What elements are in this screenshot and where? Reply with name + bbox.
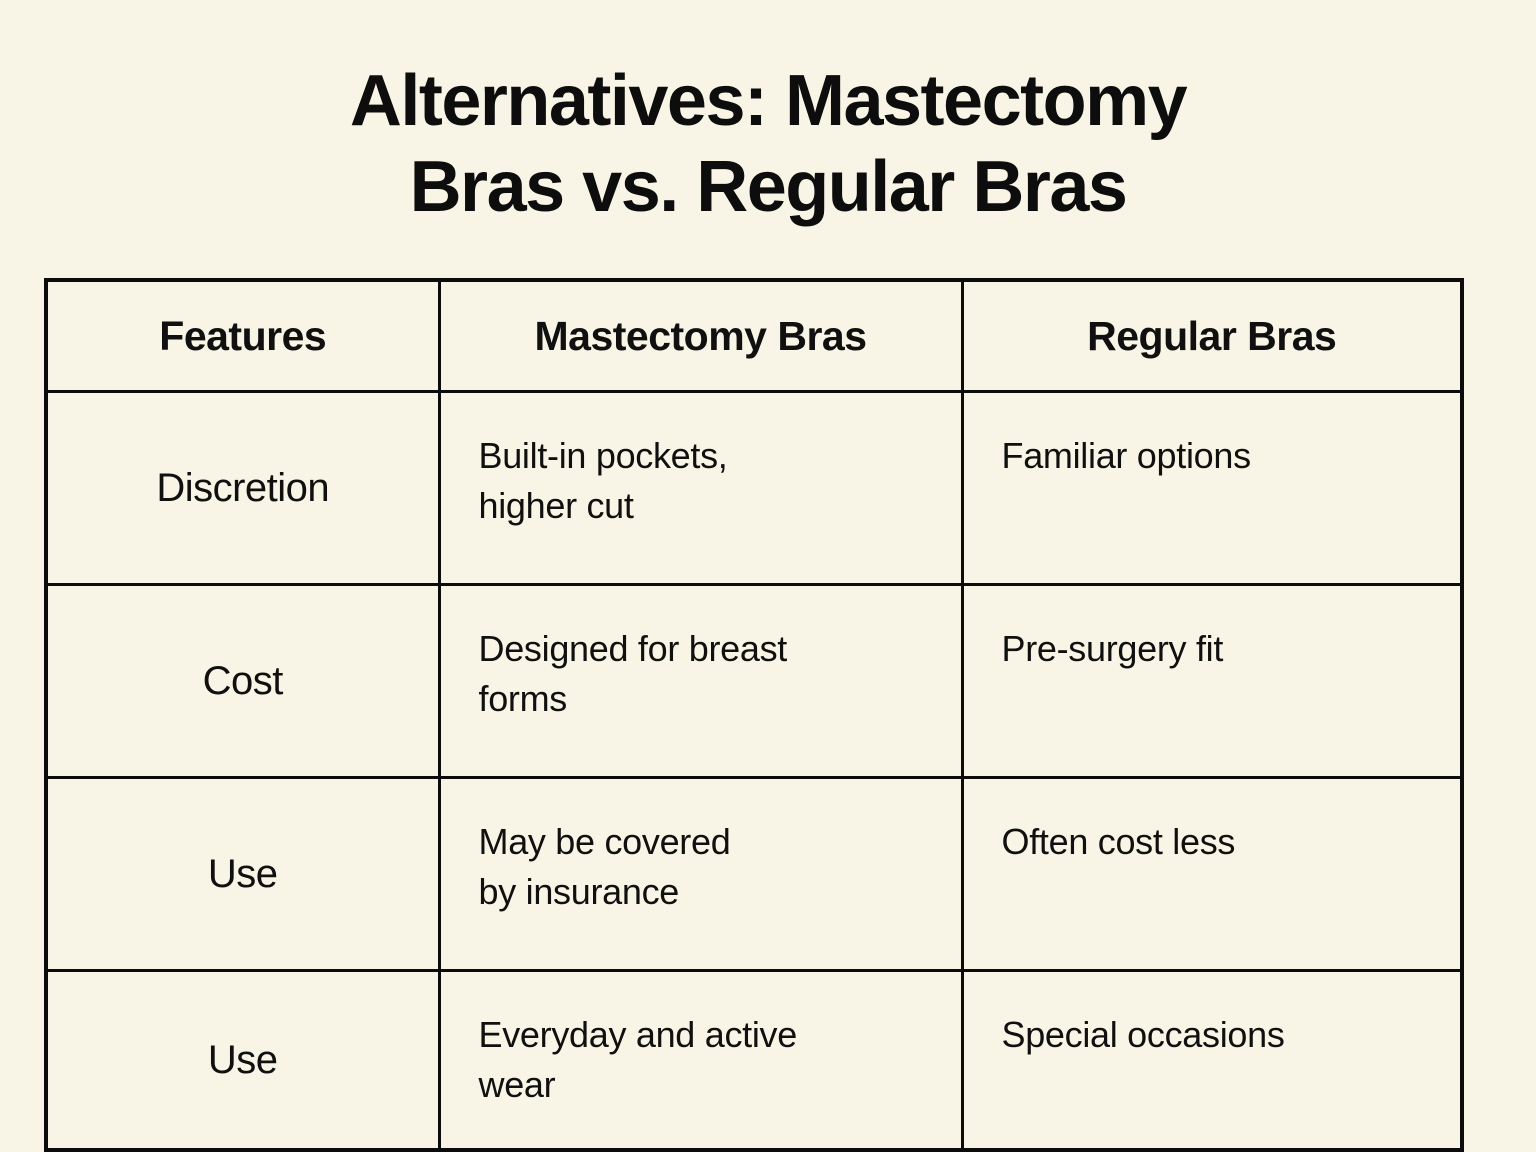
table-row: Use May be covered by insurance Often co… [44, 776, 1464, 972]
table-row: Use Everyday and active wear Special occ… [44, 969, 1464, 1152]
feature-cell: Discretion [44, 390, 441, 586]
feature-cell: Use [44, 969, 441, 1152]
regular-cell: Special occasions [960, 969, 1464, 1152]
mastectomy-cell: Built-in pockets, higher cut [437, 390, 964, 586]
header-features: Features [44, 278, 441, 393]
table-header-row: Features Mastectomy Bras Regular Bras [44, 278, 1464, 393]
mastectomy-cell: May be covered by insurance [437, 776, 964, 972]
table-row: Cost Designed for breast forms Pre-surge… [44, 583, 1464, 779]
mastectomy-cell: Everyday and active wear [437, 969, 964, 1152]
page-title: Alternatives: Mastectomy Bras vs. Regular… [0, 0, 1536, 231]
feature-cell: Use [44, 776, 441, 972]
page-title-line2: Bras vs. Regular Bras [409, 147, 1128, 228]
feature-cell: Cost [44, 583, 441, 779]
regular-cell: Often cost less [960, 776, 1464, 972]
page-title-line1: Alternatives: Mastectomy [349, 61, 1188, 141]
header-regular-bras: Regular Bras [960, 278, 1464, 393]
regular-cell: Familiar options [960, 390, 1464, 586]
comparison-table: Features Mastectomy Bras Regular Bras Di… [44, 278, 1464, 1152]
regular-cell: Pre-surgery fit [960, 583, 1464, 779]
header-mastectomy-bras: Mastectomy Bras [437, 278, 964, 393]
table-row: Discretion Built-in pockets, higher cut … [44, 390, 1464, 586]
mastectomy-cell: Designed for breast forms [437, 583, 964, 779]
